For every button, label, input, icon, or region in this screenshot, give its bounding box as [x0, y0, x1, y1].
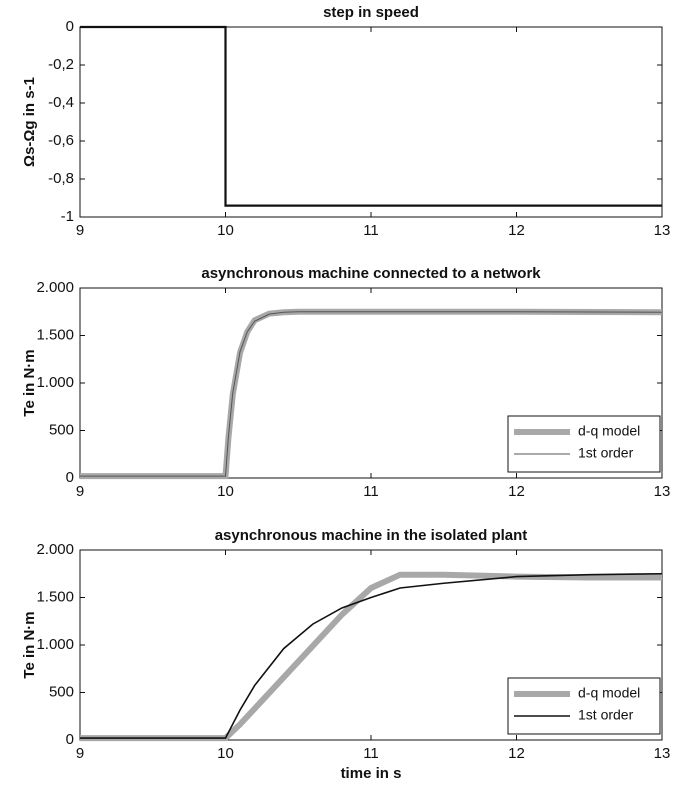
y-tick-label: 1.500 [36, 326, 74, 343]
x-tick-label: 11 [363, 222, 379, 239]
y-tick-label: -0,2 [48, 56, 74, 73]
legend-label: 1st order [578, 707, 634, 723]
y-tick-label: 0 [66, 731, 74, 748]
y-tick-label: 2.000 [36, 541, 74, 558]
y-tick-label: 2.000 [36, 279, 74, 296]
y-tick-label: 0 [66, 18, 74, 35]
x-tick-label: 10 [217, 745, 234, 762]
y-tick-label: -0,8 [48, 170, 74, 187]
x-tick-label: 10 [217, 483, 234, 500]
legend-label: d-q model [578, 423, 640, 439]
x-tick-label: 13 [654, 483, 671, 500]
legend-label: d-q model [578, 685, 640, 701]
chart-title: asynchronous machine connected to a netw… [201, 265, 541, 282]
legend-box [507, 677, 661, 735]
y-axis-label: Te in N·m [21, 349, 38, 416]
y-tick-label: -1 [61, 208, 74, 225]
y-axis-label: Te in N·m [21, 611, 38, 678]
y-tick-label: 1.500 [36, 588, 74, 605]
x-tick-label: 11 [363, 483, 379, 500]
chart-title: asynchronous machine in the isolated pla… [215, 527, 528, 544]
x-tick-label: 9 [76, 483, 84, 500]
x-axis-label: time in s [341, 765, 402, 782]
x-tick-label: 12 [508, 745, 525, 762]
y-axis-label: Ωs-Ωg in s-1 [21, 77, 38, 167]
legend-label: 1st order [578, 445, 634, 461]
series-line [80, 311, 663, 477]
x-tick-label: 9 [76, 222, 84, 239]
plot-frame [79, 26, 663, 218]
y-tick-label: -0,4 [48, 94, 74, 111]
x-tick-label: 10 [217, 222, 234, 239]
legend-box [507, 415, 661, 473]
series-line [80, 25, 662, 207]
y-tick-label: 0 [66, 469, 74, 486]
series-line [80, 572, 663, 739]
y-tick-label: 500 [49, 683, 74, 700]
x-tick-label: 13 [654, 745, 671, 762]
x-tick-label: 11 [363, 745, 379, 762]
chart-title: step in speed [323, 4, 419, 21]
x-tick-label: 12 [508, 222, 525, 239]
y-tick-label: 1.000 [36, 636, 74, 653]
y-tick-label: 1.000 [36, 374, 74, 391]
x-tick-label: 9 [76, 745, 84, 762]
y-tick-label: 500 [49, 421, 74, 438]
x-tick-label: 12 [508, 483, 525, 500]
y-tick-label: -0,6 [48, 132, 74, 149]
x-tick-label: 13 [654, 222, 671, 239]
